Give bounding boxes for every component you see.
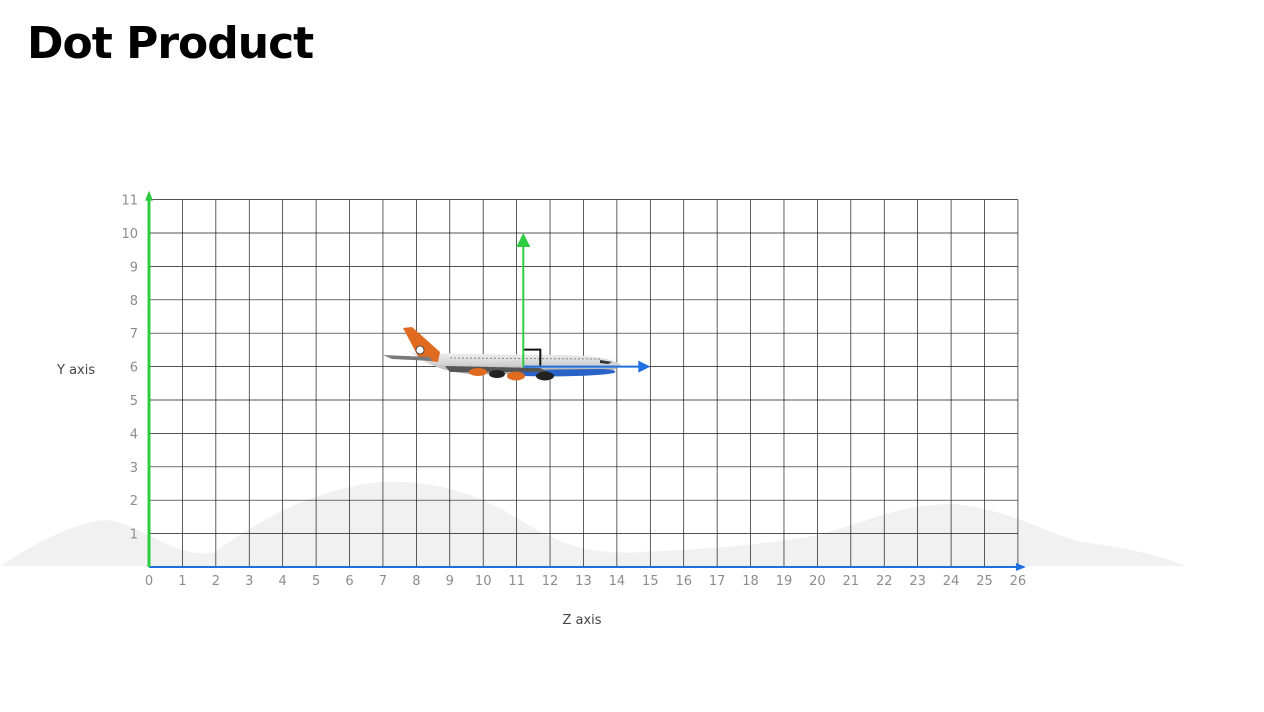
y-axis-tick-label: 7: [130, 327, 138, 342]
z-axis-tick-label: 1: [178, 574, 186, 589]
y-axis-arrowhead: [145, 190, 153, 201]
airplane-cockpit: [600, 360, 612, 364]
airplane-engine: [489, 370, 505, 378]
right-angle-marker: [523, 348, 542, 367]
z-axis-tick-label: 11: [508, 574, 525, 589]
z-axis-tick-label: 24: [943, 574, 960, 589]
y-axis-tick-label: 1: [130, 528, 138, 543]
airplane-engine: [469, 368, 487, 376]
z-axis-tick-label: 0: [145, 574, 153, 589]
z-axis-tick-label: 6: [345, 574, 353, 589]
y-axis-ticks: 1 2 3 4 5 6 7 8 9 10 11: [121, 194, 138, 543]
y-axis-tick-label: 3: [130, 461, 138, 476]
z-axis-tick-label: 10: [475, 574, 492, 589]
z-axis-tick-label: 3: [245, 574, 253, 589]
z-axis-tick-label: 12: [542, 574, 559, 589]
y-axis-tick-label: 5: [130, 394, 138, 409]
z-axis-tick-label: 17: [709, 574, 726, 589]
y-axis-tick-label: 9: [130, 260, 138, 275]
z-axis-label: Z axis: [562, 613, 601, 628]
y-axis-tick-label: 6: [130, 361, 138, 376]
airplane-stabilizer: [383, 355, 432, 361]
y-axis-tick-label: 11: [121, 194, 138, 209]
z-axis-tick-label: 13: [575, 574, 592, 589]
z-axis-tick-label: 2: [212, 574, 220, 589]
z-axis-tick-label: 7: [379, 574, 387, 589]
forward-vector-arrowhead: [638, 360, 651, 373]
airplane-tail: [403, 327, 440, 362]
z-axis-tick-label: 8: [412, 574, 420, 589]
z-axis-tick-label: 21: [843, 574, 860, 589]
airplane-image: [383, 327, 621, 381]
y-axis-label: Y axis: [56, 363, 95, 378]
z-axis-tick-label: 26: [1010, 574, 1027, 589]
z-axis-tick-label: 14: [609, 574, 626, 589]
up-vector-arrowhead: [516, 233, 531, 247]
page-title: Dot Product: [27, 18, 314, 69]
z-axis-tick-label: 16: [675, 574, 692, 589]
z-axis-arrowhead: [1015, 563, 1026, 571]
airplane-engine: [507, 371, 525, 381]
z-axis-tick-label: 9: [446, 574, 454, 589]
z-axis-tick-label: 4: [279, 574, 287, 589]
y-axis-tick-label: 8: [130, 294, 138, 309]
z-axis-tick-label: 25: [976, 574, 993, 589]
z-axis-tick-label: 23: [909, 574, 926, 589]
z-axis-tick-label: 22: [876, 574, 893, 589]
y-axis-tick-label: 10: [121, 227, 138, 242]
z-axis-tick-label: 19: [776, 574, 793, 589]
z-axis-tick-label: 18: [742, 574, 759, 589]
z-axis-tick-label: 5: [312, 574, 320, 589]
grid-lines: [149, 199, 1019, 567]
z-axis-ticks: 0 1 2 3 4 5 6 7 8 9 10 11 12 13 14 15 16 17 18 19 20 21 22 23 24…: [145, 574, 1026, 589]
background-hills: [0, 481, 1185, 566]
airplane-engine: [536, 371, 554, 381]
y-axis-tick-label: 4: [130, 427, 138, 442]
airplane-tail-logo: [415, 345, 425, 355]
y-axis-tick-label: 2: [130, 494, 138, 509]
z-axis-tick-label: 20: [809, 574, 826, 589]
airplane-windows: [449, 357, 601, 360]
z-axis-tick-label: 15: [642, 574, 659, 589]
